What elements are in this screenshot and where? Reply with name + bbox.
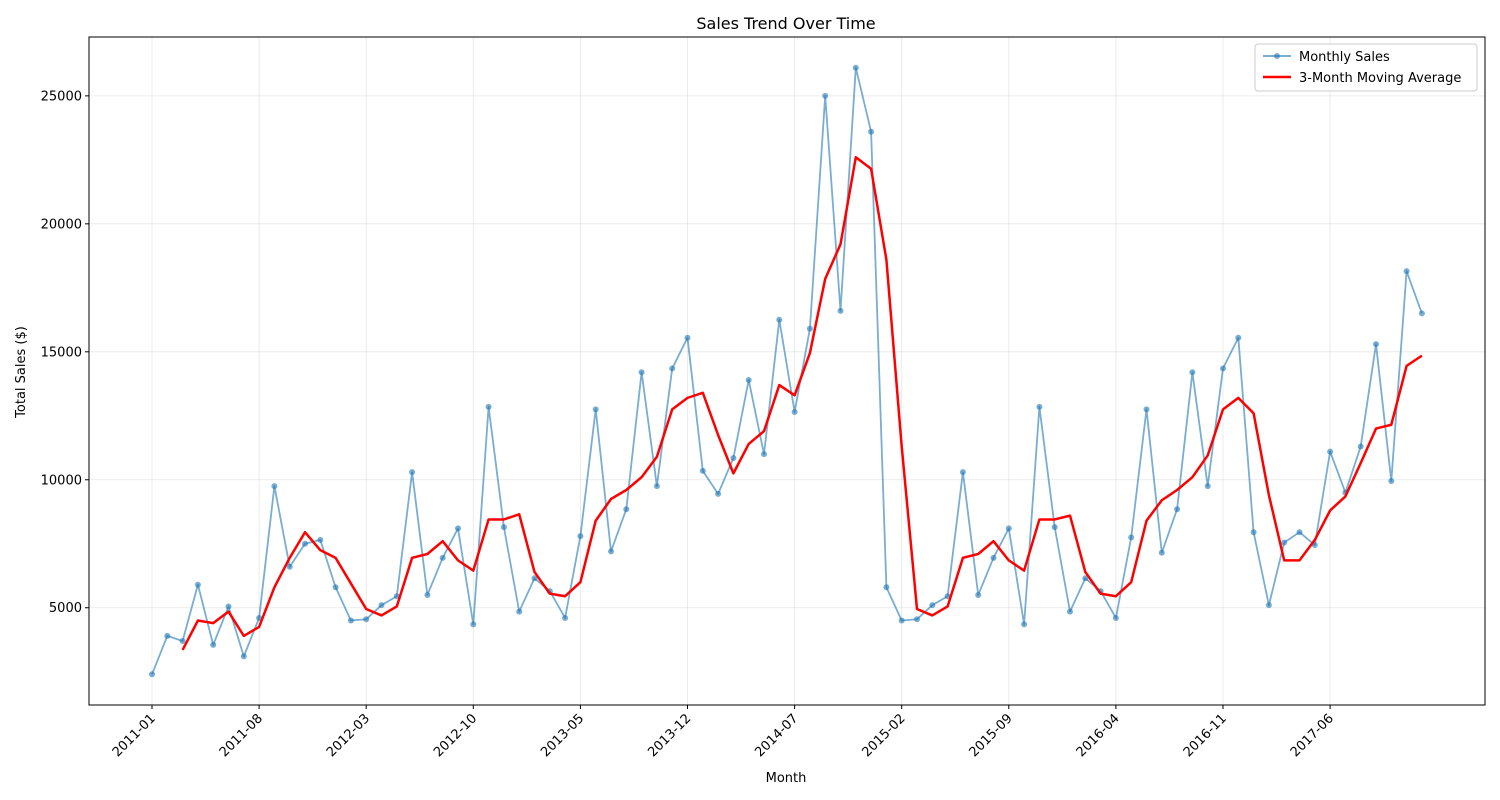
monthly-sales-point (455, 525, 461, 532)
monthly-sales-point (1005, 525, 1012, 532)
moving-average-line (181, 156, 1423, 651)
monthly-sales-point (898, 617, 905, 624)
monthly-sales-point (363, 616, 370, 623)
grid-layer (89, 37, 1485, 705)
monthly-sales-point (1128, 534, 1135, 541)
plot-frame (88, 36, 1486, 706)
monthly-sales-point (531, 575, 538, 582)
monthly-sales-point (791, 408, 798, 415)
monthly-sales-point (806, 325, 813, 332)
monthly-sales-point (439, 554, 446, 561)
monthly-sales-point (761, 451, 767, 458)
monthly-sales-point (699, 467, 706, 474)
monthly-sales-point (500, 524, 507, 531)
y-axis-label: Total Sales ($) (14, 326, 29, 419)
monthly-sales-point (271, 483, 278, 490)
monthly-sales-point (1174, 506, 1181, 513)
monthly-sales-point (1235, 334, 1242, 341)
monthly-sales-point (1250, 529, 1257, 536)
monthly-sales-point (210, 641, 217, 648)
monthly-sales-point (332, 584, 339, 591)
monthly-sales-point (1021, 621, 1028, 628)
monthly-sales-point (1051, 524, 1058, 531)
monthly-sales-point (1158, 549, 1165, 556)
monthly-sales-point (684, 334, 691, 341)
monthly-sales-point (577, 533, 584, 540)
legend-box (1254, 43, 1478, 92)
monthly-sales-point (164, 632, 171, 639)
monthly-sales-point (1373, 341, 1379, 348)
legend: Monthly Sales 3-Month Moving Average (1254, 43, 1478, 92)
x-axis-label: Month (766, 771, 807, 786)
monthly-sales-point (1220, 365, 1226, 372)
monthly-sales-point (424, 591, 431, 598)
y-tick-label: 5000 (49, 601, 82, 616)
monthly-sales-point (669, 365, 676, 372)
monthly-sales-point (1327, 448, 1334, 455)
monthly-sales-point (653, 483, 660, 490)
monthly-sales-point (822, 92, 829, 99)
monthly-sales-point (1143, 406, 1150, 413)
monthly-sales-point (179, 638, 186, 645)
monthly-sales-point (929, 602, 936, 609)
monthly-sales-point (1388, 478, 1395, 485)
monthly-sales-point (990, 554, 997, 561)
monthly-sales-point (194, 581, 201, 588)
monthly-sales-point (317, 536, 324, 543)
monthly-sales-point (608, 548, 614, 555)
monthly-sales-point (1296, 529, 1303, 536)
monthly-sales-point (286, 563, 293, 570)
monthly-sales-point (1082, 575, 1089, 582)
monthly-sales-point (485, 403, 492, 410)
series-layer (149, 64, 1425, 678)
monthly-sales-point (730, 455, 737, 462)
monthly-sales-point (1036, 403, 1043, 410)
monthly-sales-point (837, 307, 844, 314)
monthly-sales-point (409, 469, 416, 476)
monthly-sales-point (225, 603, 232, 610)
monthly-sales-point (378, 602, 385, 609)
y-tick-label: 15000 (41, 345, 82, 360)
monthly-sales-point (562, 614, 569, 621)
monthly-sales-point (1418, 310, 1425, 317)
legend-moving-average-label: 3-Month Moving Average (1299, 71, 1461, 86)
legend-monthly-sales-marker (1274, 53, 1280, 59)
monthly-sales-point (347, 617, 354, 624)
monthly-sales-point (914, 616, 920, 623)
monthly-sales-point (1067, 608, 1073, 615)
monthly-sales-point (1204, 483, 1211, 490)
monthly-sales-point (1265, 602, 1272, 609)
monthly-sales-point (868, 128, 875, 135)
monthly-sales-point (776, 316, 783, 323)
monthly-sales-point (516, 608, 523, 615)
monthly-sales-point (302, 540, 308, 547)
legend-monthly-sales-label: Monthly Sales (1299, 50, 1390, 65)
monthly-sales-point (745, 376, 752, 383)
monthly-sales-point (638, 369, 645, 376)
monthly-sales-point (975, 591, 982, 598)
monthly-sales-point (1281, 539, 1288, 546)
monthly-sales-point (256, 614, 263, 621)
monthly-sales-point (470, 621, 477, 628)
y-tick-label: 25000 (41, 89, 82, 104)
chart-title: Sales Trend Over Time (696, 14, 875, 33)
monthly-sales-point (852, 64, 859, 71)
monthly-sales-point (715, 490, 722, 497)
monthly-sales-point (1112, 614, 1119, 621)
monthly-sales-point (1189, 369, 1196, 376)
monthly-sales-point (1357, 443, 1364, 450)
monthly-sales-point (592, 406, 599, 413)
y-tick-label: 10000 (41, 473, 82, 488)
monthly-sales-point (883, 584, 890, 591)
monthly-sales-point (240, 653, 247, 660)
monthly-sales-point (1403, 268, 1410, 275)
monthly-sales-point (959, 469, 966, 476)
monthly-sales-point (623, 506, 630, 513)
monthly-sales-point (149, 671, 155, 678)
y-tick-label: 20000 (41, 217, 82, 232)
